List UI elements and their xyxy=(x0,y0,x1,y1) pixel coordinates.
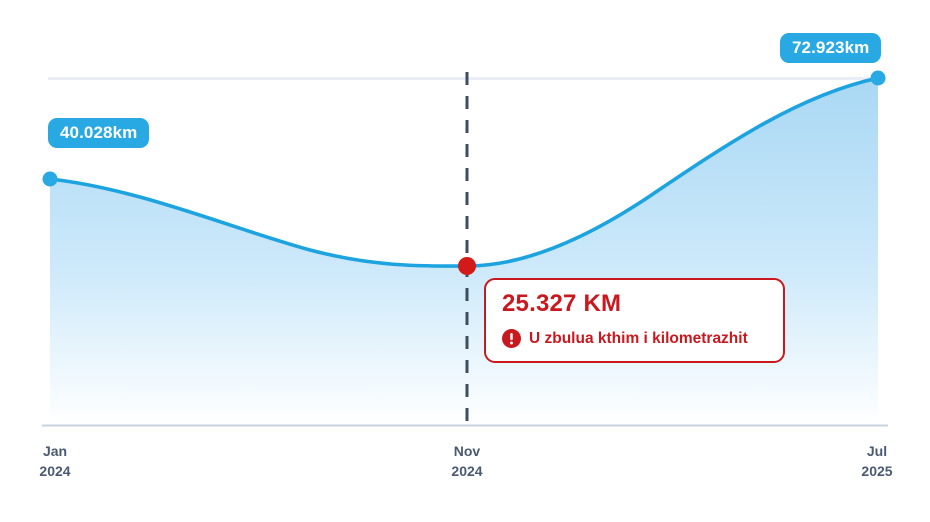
x-tick-month: Jan xyxy=(42,443,68,459)
alert-message-row: U zbulua kthim i kilometrazhit xyxy=(502,329,767,348)
data-point-end[interactable] xyxy=(870,70,886,86)
value-badge-start: 40.028km xyxy=(48,118,150,148)
x-tick-month: Jul xyxy=(866,443,888,459)
x-tick-jul-2025: Jul 2025 xyxy=(817,441,930,482)
x-tick-year: 2025 xyxy=(861,463,893,480)
x-tick-month: Nov xyxy=(453,443,481,459)
value-badge-end: 72.923km xyxy=(780,33,882,63)
alert-value: 25.327 KM xyxy=(502,290,622,317)
data-point-start[interactable] xyxy=(42,171,58,187)
x-tick-nov-2024: Nov 2024 xyxy=(407,441,527,482)
x-tick-year: 2024 xyxy=(451,463,483,480)
data-point-alert[interactable] xyxy=(458,257,476,275)
x-tick-year: 2024 xyxy=(39,463,71,480)
alert-tooltip: 25.327 KM U zbulua kthim i kilometrazhit xyxy=(484,278,785,363)
x-tick-jan-2024: Jan 2024 xyxy=(0,441,115,482)
exclamation-circle-icon xyxy=(502,329,521,348)
alert-message: U zbulua kthim i kilometrazhit xyxy=(529,329,748,347)
